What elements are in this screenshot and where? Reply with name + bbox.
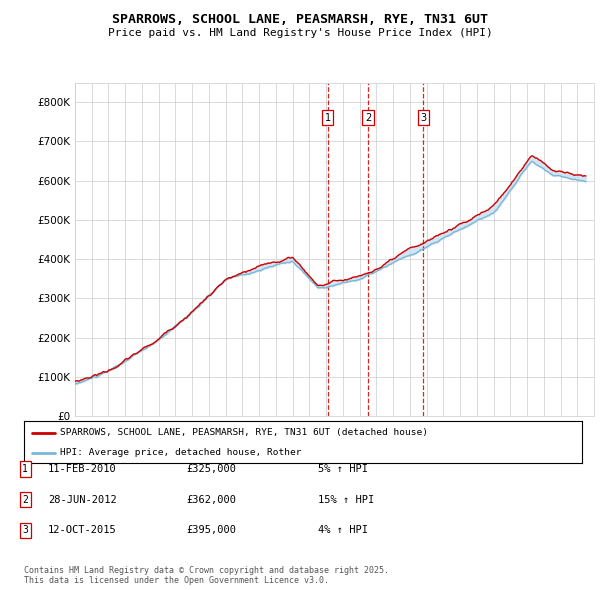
Text: 12-OCT-2015: 12-OCT-2015 [48, 526, 117, 535]
Text: 4% ↑ HPI: 4% ↑ HPI [318, 526, 368, 535]
Text: 1: 1 [22, 464, 28, 474]
Text: 3: 3 [22, 526, 28, 535]
Text: 2: 2 [22, 495, 28, 504]
Text: SPARROWS, SCHOOL LANE, PEASMARSH, RYE, TN31 6UT (detached house): SPARROWS, SCHOOL LANE, PEASMARSH, RYE, T… [60, 428, 428, 437]
Text: 11-FEB-2010: 11-FEB-2010 [48, 464, 117, 474]
Text: 3: 3 [420, 113, 426, 123]
Text: £395,000: £395,000 [186, 526, 236, 535]
Text: £362,000: £362,000 [186, 495, 236, 504]
Text: 28-JUN-2012: 28-JUN-2012 [48, 495, 117, 504]
Text: 5% ↑ HPI: 5% ↑ HPI [318, 464, 368, 474]
Text: £325,000: £325,000 [186, 464, 236, 474]
Text: 1: 1 [325, 113, 331, 123]
Text: Price paid vs. HM Land Registry's House Price Index (HPI): Price paid vs. HM Land Registry's House … [107, 28, 493, 38]
Text: 2: 2 [365, 113, 371, 123]
Text: HPI: Average price, detached house, Rother: HPI: Average price, detached house, Roth… [60, 448, 302, 457]
Text: 15% ↑ HPI: 15% ↑ HPI [318, 495, 374, 504]
Text: SPARROWS, SCHOOL LANE, PEASMARSH, RYE, TN31 6UT: SPARROWS, SCHOOL LANE, PEASMARSH, RYE, T… [112, 13, 488, 26]
Text: Contains HM Land Registry data © Crown copyright and database right 2025.
This d: Contains HM Land Registry data © Crown c… [24, 566, 389, 585]
